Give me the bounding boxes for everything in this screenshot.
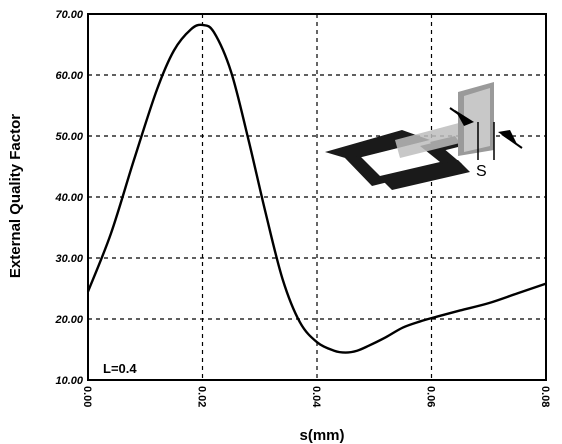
curve-annotation: L=0.4: [103, 361, 137, 376]
x-tick-label: 0.04: [310, 386, 322, 408]
coupling-gap-inset-drawing: S: [325, 82, 523, 190]
x-tick-label: 0.00: [81, 386, 93, 407]
x-tick-label: 0.02: [196, 386, 208, 407]
y-axis-label: External Quality Factor: [7, 114, 24, 278]
y-tick-labels: 10.00 20.00 30.00 40.00 50.00 60.00 70.00: [54, 9, 83, 387]
y-tick-label: 10.00: [55, 375, 83, 387]
y-tick-label: 70.00: [55, 9, 83, 21]
y-tick-label: 60.00: [55, 70, 83, 82]
y-tick-label: 20.00: [54, 314, 83, 326]
x-axis-label: s(mm): [299, 427, 344, 444]
grid: [88, 14, 546, 380]
y-tick-label: 50.00: [55, 131, 83, 143]
y-tick-label: 30.00: [55, 253, 83, 265]
series-line: [86, 23, 547, 354]
y-tick-label: 40.00: [54, 192, 83, 204]
x-tick-label: 0.08: [539, 386, 551, 407]
inset-gap-label: S: [476, 163, 487, 180]
x-tick-labels: 0.00 0.02 0.04 0.06 0.08: [81, 386, 551, 408]
x-tick-label: 0.06: [425, 386, 437, 407]
plot-frame: [87, 13, 547, 381]
